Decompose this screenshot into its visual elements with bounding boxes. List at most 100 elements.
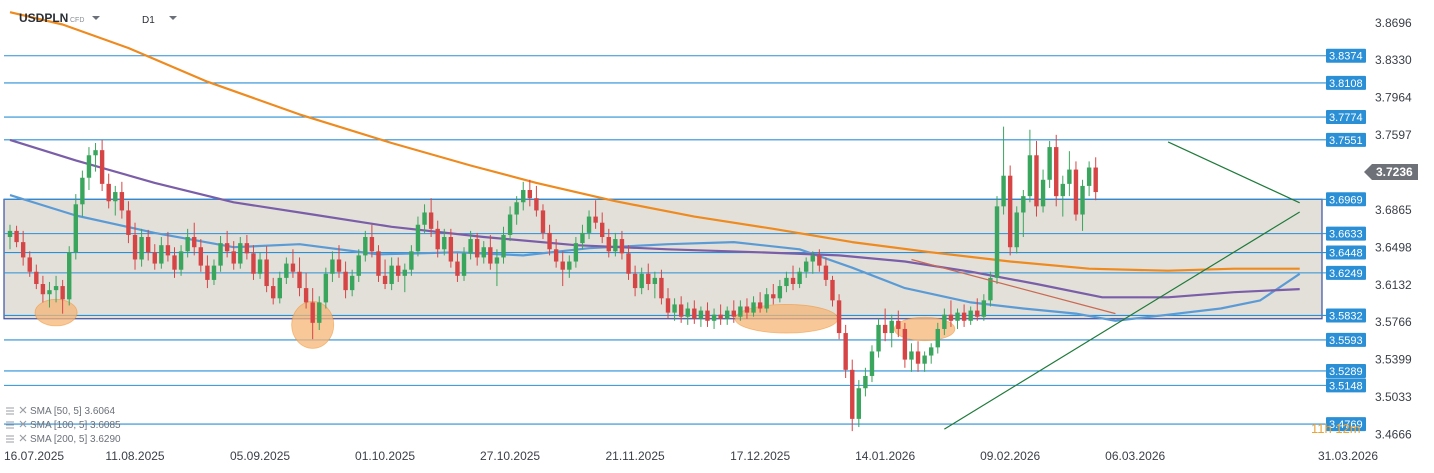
candle-body (593, 216, 598, 223)
symbol-dropdown-icon[interactable] (92, 16, 100, 20)
candle (501, 226, 506, 264)
candle-body (764, 294, 769, 309)
candle (902, 322, 908, 368)
candle-body (330, 259, 335, 274)
legend-item-sma-50[interactable]: SMA [50, 5] 3.6064 (6, 406, 115, 417)
candle (349, 269, 355, 297)
candle (53, 275, 59, 303)
candle-body (20, 242, 26, 258)
candle-body (1073, 169, 1079, 215)
candle (455, 253, 460, 282)
y-tick-label: 3.7964 (1375, 91, 1412, 105)
candle-body (738, 306, 743, 317)
candle-body (1054, 147, 1059, 197)
candle (1040, 169, 1046, 213)
settings-icon[interactable] (6, 407, 14, 415)
candle (1093, 157, 1098, 201)
candle-body (744, 306, 750, 313)
candle-body (751, 302, 756, 313)
timeframe-dropdown-icon[interactable] (169, 16, 177, 20)
candle-body (810, 255, 815, 262)
settings-icon[interactable] (6, 435, 14, 443)
candle-body (99, 150, 105, 184)
candle-body (1080, 185, 1085, 215)
legend-item-sma-200[interactable]: SMA [200, 5] 3.6290 (6, 434, 121, 445)
symbol-header[interactable]: USDPLN CFD D1 (19, 11, 177, 26)
candle (514, 196, 519, 225)
level-label-box (1326, 378, 1366, 393)
candle-body (257, 259, 263, 274)
x-tick-label: 01.10.2025 (355, 449, 415, 463)
legend-item-sma-100[interactable]: SMA [100, 5] 3.6085 (6, 420, 121, 431)
candle (488, 234, 493, 270)
candle-body (1021, 196, 1026, 213)
close-icon[interactable] (19, 434, 27, 442)
candle-body (251, 253, 256, 274)
candle (672, 298, 677, 321)
last-price-tag (1364, 164, 1418, 181)
level-label: 3.6633 (1329, 229, 1363, 241)
candle-body (80, 177, 85, 205)
candle-body (396, 265, 401, 276)
candle-body (297, 271, 302, 289)
candle-body (428, 212, 434, 229)
candle-body (376, 251, 381, 276)
highlight-ellipse (34, 298, 78, 327)
candle (856, 380, 862, 428)
candle (817, 249, 822, 272)
candle (961, 304, 967, 327)
level-label-box (1326, 226, 1366, 241)
candle-body (159, 245, 164, 264)
candle-body (474, 239, 480, 258)
candle (869, 345, 875, 383)
candle (264, 246, 269, 293)
level-label-box (1326, 363, 1366, 378)
candle-body (461, 253, 467, 276)
candle (343, 261, 348, 299)
candle-body (527, 190, 533, 199)
y-tick-label: 3.6498 (1375, 240, 1412, 254)
candle (47, 281, 52, 308)
candle-body (113, 192, 118, 202)
candle-body (106, 183, 111, 202)
candle-body (363, 237, 368, 256)
candle-body (685, 308, 690, 317)
candle-body (317, 302, 322, 323)
candle (428, 198, 434, 238)
level-labels: 3.8374 3.8108 3.7774 3.7551 3.6969 3.6633 3.64… (1326, 48, 1366, 432)
candle (139, 228, 144, 267)
close-icon[interactable] (19, 420, 27, 428)
x-tick-label: 05.09.2025 (230, 449, 290, 463)
level-label: 3.6448 (1329, 248, 1363, 260)
candle (211, 259, 217, 286)
candle (659, 269, 664, 305)
candle-body (823, 265, 829, 280)
consolidation-range (3, 198, 1323, 320)
candle-body (435, 228, 440, 250)
candle (271, 277, 276, 305)
level-label-box (1326, 132, 1366, 147)
candle-body (915, 351, 921, 364)
candle-body (119, 192, 125, 211)
y-tick-label: 3.6865 (1375, 203, 1412, 217)
candle (521, 181, 526, 211)
candle (1060, 175, 1065, 217)
candle-body (968, 310, 973, 321)
candle (692, 300, 697, 324)
candle-body (547, 232, 552, 250)
sma-line (9, 11, 1300, 272)
candle (317, 296, 322, 330)
y-tick-label: 3.4666 (1375, 428, 1412, 442)
candle (606, 228, 611, 258)
level-label-box (1326, 75, 1366, 90)
level-label: 3.6249 (1329, 268, 1363, 280)
candle (238, 237, 243, 269)
candle-body (415, 224, 421, 252)
x-tick-label: 16.07.2025 (4, 449, 64, 463)
close-icon[interactable] (19, 406, 27, 414)
candle (830, 275, 835, 307)
settings-icon[interactable] (6, 421, 14, 429)
candle-body (132, 234, 138, 260)
candle-body (856, 388, 862, 419)
